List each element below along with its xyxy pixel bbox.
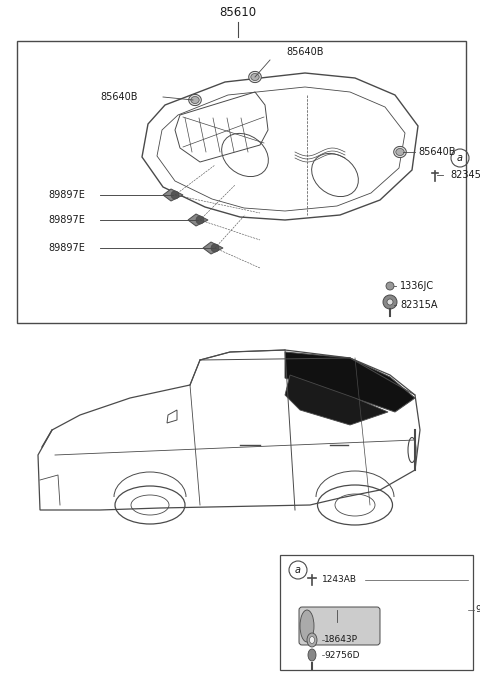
Text: a: a — [457, 153, 463, 163]
Text: 92756D: 92756D — [324, 651, 360, 660]
Text: 85640B: 85640B — [418, 147, 456, 157]
Circle shape — [386, 282, 394, 290]
Text: 92750A: 92750A — [475, 605, 480, 615]
Text: 85610: 85610 — [219, 6, 256, 19]
Circle shape — [383, 295, 397, 309]
Polygon shape — [285, 375, 388, 425]
Ellipse shape — [310, 636, 314, 643]
Text: 89897E: 89897E — [48, 215, 85, 225]
Text: 18643P: 18643P — [324, 636, 358, 645]
Polygon shape — [163, 189, 183, 201]
Polygon shape — [189, 95, 201, 105]
Text: 1243AB: 1243AB — [322, 575, 357, 585]
Text: 82315A: 82315A — [400, 300, 437, 310]
Polygon shape — [188, 214, 208, 226]
Circle shape — [196, 216, 204, 224]
Polygon shape — [191, 97, 199, 103]
Polygon shape — [396, 148, 404, 156]
Polygon shape — [249, 71, 261, 82]
Polygon shape — [394, 146, 406, 158]
Circle shape — [211, 244, 219, 252]
Polygon shape — [285, 352, 415, 412]
Text: 85640B: 85640B — [100, 92, 137, 102]
Ellipse shape — [307, 633, 317, 647]
Text: 85640B: 85640B — [286, 47, 324, 57]
Bar — [17, 41, 466, 323]
Circle shape — [171, 191, 179, 199]
Polygon shape — [203, 242, 223, 254]
Bar — [280, 555, 473, 670]
Text: 89897E: 89897E — [48, 243, 85, 253]
Ellipse shape — [300, 610, 314, 642]
Text: a: a — [295, 565, 301, 575]
Text: 82345B: 82345B — [450, 170, 480, 180]
Ellipse shape — [308, 649, 316, 661]
FancyBboxPatch shape — [299, 607, 380, 645]
Polygon shape — [251, 73, 259, 80]
Text: 1336JC: 1336JC — [400, 281, 434, 291]
Circle shape — [387, 299, 393, 305]
Text: 89897E: 89897E — [48, 190, 85, 200]
